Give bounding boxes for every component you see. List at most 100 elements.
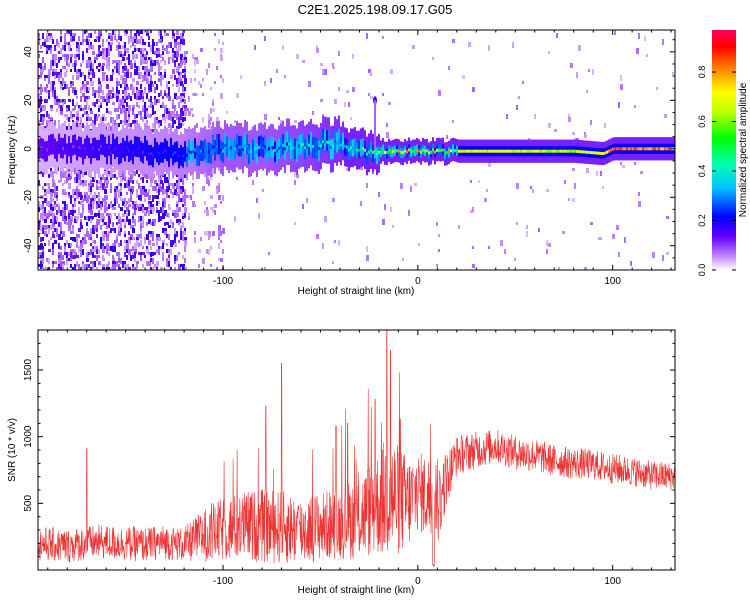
heatmap-cell [642, 147, 644, 151]
heatmap-cell [68, 174, 71, 177]
heatmap-cell [102, 216, 105, 220]
heatmap-cell [120, 186, 122, 189]
heatmap-cell [526, 231, 528, 237]
heatmap-cell [46, 36, 48, 42]
heatmap-cell [464, 149, 466, 153]
heatmap-cell [38, 42, 40, 45]
heatmap-cell [172, 114, 174, 119]
heatmap-cell [110, 183, 112, 189]
heatmap-cell [568, 149, 570, 153]
heatmap-cell [134, 72, 136, 75]
heatmap-cell [144, 111, 146, 114]
heatmap-cell [176, 84, 179, 87]
heatmap-cell [130, 237, 132, 240]
heatmap-cell [62, 102, 64, 107]
heatmap-cell [186, 129, 188, 134]
heatmap-cell [62, 255, 64, 260]
heatmap-cell [96, 36, 99, 40]
heatmap-cell [50, 36, 53, 40]
heatmap-cell [504, 149, 506, 153]
y-tick-label: 1000 [23, 425, 34, 448]
heatmap-cell [574, 183, 576, 189]
heatmap-cell [148, 84, 150, 90]
heatmap-cell [178, 42, 181, 46]
heatmap-cell [132, 108, 134, 112]
heatmap-cell [136, 136, 138, 157]
heatmap-cell [130, 63, 133, 69]
heatmap-cell [48, 240, 50, 246]
heatmap-cell [148, 90, 150, 93]
heatmap-cell [88, 210, 91, 213]
heatmap-cell [124, 183, 127, 188]
heatmap-cell [124, 219, 126, 225]
heatmap-cell [156, 195, 159, 199]
heatmap-cell [58, 42, 60, 48]
heatmap-cell [378, 150, 380, 154]
heatmap-cell [168, 153, 170, 157]
heatmap-cell [50, 213, 52, 216]
spectrogram-x-label: Height of straight line (km) [298, 286, 415, 297]
heatmap-cell [130, 72, 132, 75]
heatmap-cell [66, 42, 68, 45]
heatmap-cell [92, 201, 95, 204]
heatmap-cell [382, 219, 385, 225]
heatmap-cell [150, 75, 152, 81]
heatmap-cell [152, 48, 154, 54]
heatmap-cell [210, 87, 212, 90]
y-tick-label: -40 [23, 238, 34, 253]
heatmap-cell [140, 51, 142, 55]
heatmap-cell [144, 90, 146, 94]
heatmap-cell [48, 267, 50, 270]
heatmap-cell [102, 66, 104, 71]
heatmap-cell [138, 111, 140, 115]
heatmap-cell [222, 249, 224, 254]
heatmap-cell [38, 225, 40, 230]
heatmap-cell [360, 201, 362, 206]
heatmap-cell [128, 105, 131, 111]
heatmap-cell [50, 87, 53, 92]
heatmap-cell [42, 42, 44, 46]
heatmap-cell [496, 149, 498, 153]
heatmap-cell [60, 30, 62, 35]
heatmap-cell [132, 201, 135, 204]
heatmap-cell [666, 216, 669, 219]
heatmap-cell [118, 204, 120, 208]
heatmap-cell [644, 147, 646, 151]
heatmap-cell [118, 105, 121, 109]
heatmap-cell [82, 84, 84, 89]
heatmap-cell [330, 146, 332, 150]
heatmap-cell [52, 198, 54, 202]
heatmap-cell [150, 231, 152, 234]
heatmap-cell [68, 252, 70, 256]
heatmap-cell [160, 105, 162, 108]
heatmap-cell [180, 54, 183, 60]
heatmap-cell [406, 150, 408, 154]
heatmap-cell [52, 264, 54, 268]
heatmap-cell [338, 240, 340, 246]
heatmap-cell [632, 147, 634, 151]
heatmap-cell [88, 204, 90, 210]
heatmap-cell [122, 108, 125, 113]
heatmap-spike-trail [374, 100, 377, 149]
heatmap-cell [522, 81, 524, 84]
heatmap-cell [54, 219, 57, 224]
heatmap-cell [46, 189, 48, 194]
heatmap-cell [168, 60, 170, 64]
heatmap-cell [156, 249, 158, 253]
heatmap-cell [120, 84, 122, 88]
heatmap-cell [114, 201, 116, 206]
heatmap-cell [176, 213, 179, 217]
heatmap-cell [316, 234, 319, 239]
heatmap-cell [218, 183, 220, 188]
heatmap-cell [164, 105, 167, 109]
heatmap-cell [116, 93, 119, 96]
heatmap-cell [166, 261, 169, 267]
heatmap-cell [634, 162, 636, 165]
heatmap-cell [196, 93, 198, 96]
heatmap-cell [42, 237, 44, 241]
heatmap-cell [320, 144, 322, 148]
heatmap-cell [216, 186, 218, 189]
heatmap-cell [294, 171, 296, 177]
heatmap-cell [128, 93, 130, 99]
